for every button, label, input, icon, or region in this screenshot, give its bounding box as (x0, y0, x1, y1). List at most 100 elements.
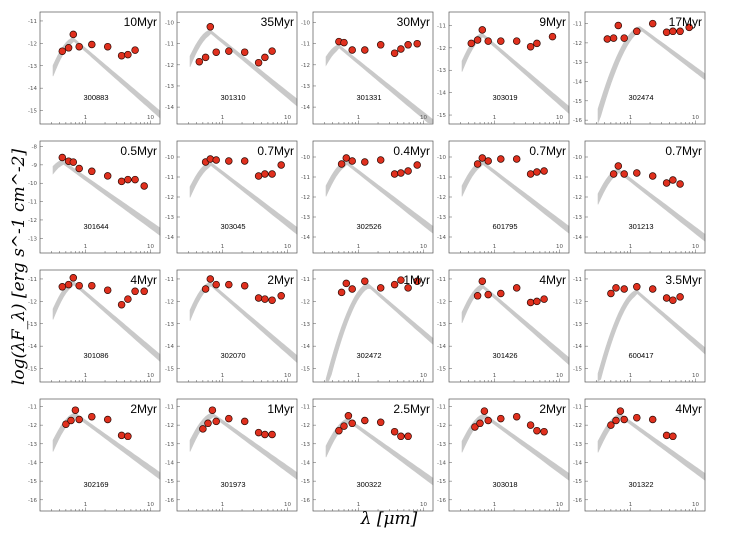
x-tick-label: 10 (147, 373, 154, 379)
y-tick-label: -14 (28, 460, 37, 466)
age-label: 4Myr (675, 402, 702, 416)
photometry-point (397, 45, 405, 53)
photometry-point (254, 172, 263, 180)
photometry-point (124, 295, 132, 303)
sed-panel-302472: -11 -12 -13 -14 -15 1 10 1Myr 302472 (301, 269, 434, 383)
y-tick-label: -14 (437, 460, 446, 466)
y-tick-label: -12 (28, 218, 37, 224)
y-tick-label: -12 (301, 195, 310, 201)
age-label: 3.5Myr (665, 273, 702, 287)
photometry-point (669, 296, 677, 304)
photometry-point (478, 26, 487, 34)
x-tick-label: 10 (284, 502, 291, 508)
source-id-label: 301426 (492, 351, 517, 360)
photometry-point (204, 419, 212, 428)
source-id-label: 300322 (356, 480, 381, 489)
source-id-label: 302474 (628, 93, 653, 102)
y-tick-label: -11 (573, 404, 582, 410)
photometry-point (212, 280, 220, 289)
age-label: 4Myr (539, 273, 566, 287)
y-tick-label: -12 (573, 195, 582, 201)
y-tick-label: -13 (28, 236, 37, 242)
x-tick-label: 1 (357, 115, 361, 121)
y-tick-label: -14 (301, 344, 310, 350)
source-id-label: 302472 (356, 351, 381, 360)
photometry-point (268, 170, 276, 178)
photometry-point (676, 27, 684, 36)
photometry-point (676, 180, 684, 188)
y-tick-label: -15 (301, 367, 310, 373)
x-tick-label: 10 (420, 502, 427, 508)
photometry-point (413, 161, 421, 169)
photometry-point (88, 167, 96, 176)
photometry-point (335, 426, 343, 435)
photometry-point (69, 274, 78, 282)
photometry-point (484, 416, 492, 425)
x-tick-label: 1 (221, 373, 225, 379)
panel-frame (448, 269, 570, 383)
y-tick-label: -15 (573, 99, 582, 105)
age-label: 17Myr (669, 15, 702, 29)
photometry-point (201, 53, 210, 62)
age-label: 1Myr (403, 273, 430, 287)
x-tick-label: 1 (629, 115, 633, 121)
y-tick-label: -16 (573, 498, 582, 504)
y-tick-label: -12 (437, 46, 446, 52)
photometry-point (131, 46, 139, 54)
photometry-point (75, 164, 83, 173)
photometry-point (607, 421, 615, 429)
sed-panel-301086: -11 -12 -13 -14 -15 1 10 4Myr 301086 (28, 269, 161, 383)
photometry-point (344, 412, 353, 420)
photometry-point (261, 295, 269, 303)
photometry-point (75, 415, 83, 424)
photometry-point (140, 182, 148, 190)
photometry-point (225, 47, 233, 55)
y-tick-label: -11 (573, 175, 582, 181)
y-tick-label: -11 (437, 277, 446, 283)
photometry-point (662, 28, 671, 37)
y-tick-label: -14 (573, 80, 582, 86)
x-tick-label: 10 (284, 115, 291, 121)
photometry-point (67, 416, 75, 425)
photometry-point (497, 155, 505, 163)
photometry-point (240, 48, 249, 56)
y-tick-label: -13 (573, 215, 582, 221)
photometry-point (614, 21, 623, 30)
x-tick-label: 1 (84, 373, 88, 379)
photometry-point (404, 432, 412, 441)
photometry-point (397, 169, 405, 177)
source-id-label: 302169 (83, 480, 108, 489)
photometry-point (390, 49, 399, 57)
x-tick-label: 1 (493, 373, 497, 379)
photometry-point (131, 175, 139, 184)
x-tick-label: 1 (493, 502, 497, 508)
photometry-point (648, 172, 657, 180)
y-tick-label: -13 (437, 442, 446, 448)
photometry-point (497, 37, 505, 45)
age-label: 0.7Myr (665, 144, 702, 158)
photometry-point (58, 153, 67, 162)
x-tick-label: 1 (221, 244, 225, 250)
photometry-point (376, 156, 385, 164)
panel-frame (39, 140, 161, 254)
photometry-point (75, 42, 83, 51)
y-tick-label: -12 (437, 423, 446, 429)
y-tick-label: -11 (437, 404, 446, 410)
age-label: 0.5Myr (120, 144, 157, 158)
y-tick-label: -12 (437, 299, 446, 305)
photometry-point (526, 421, 535, 429)
photometry-point (620, 170, 628, 178)
photometry-point (361, 416, 369, 425)
photometry-point (71, 406, 80, 414)
x-tick-label: 10 (692, 373, 699, 379)
x-tick-label: 1 (629, 244, 633, 250)
photometry-point (390, 280, 399, 289)
photometry-point (497, 289, 505, 298)
y-tick-label: -11 (573, 277, 582, 283)
photometry-point (206, 23, 215, 31)
photometry-point (548, 32, 557, 41)
y-tick-label: -12 (165, 63, 174, 69)
photometry-point (648, 285, 657, 293)
panel-frame (584, 398, 706, 512)
photometry-point (277, 161, 285, 169)
